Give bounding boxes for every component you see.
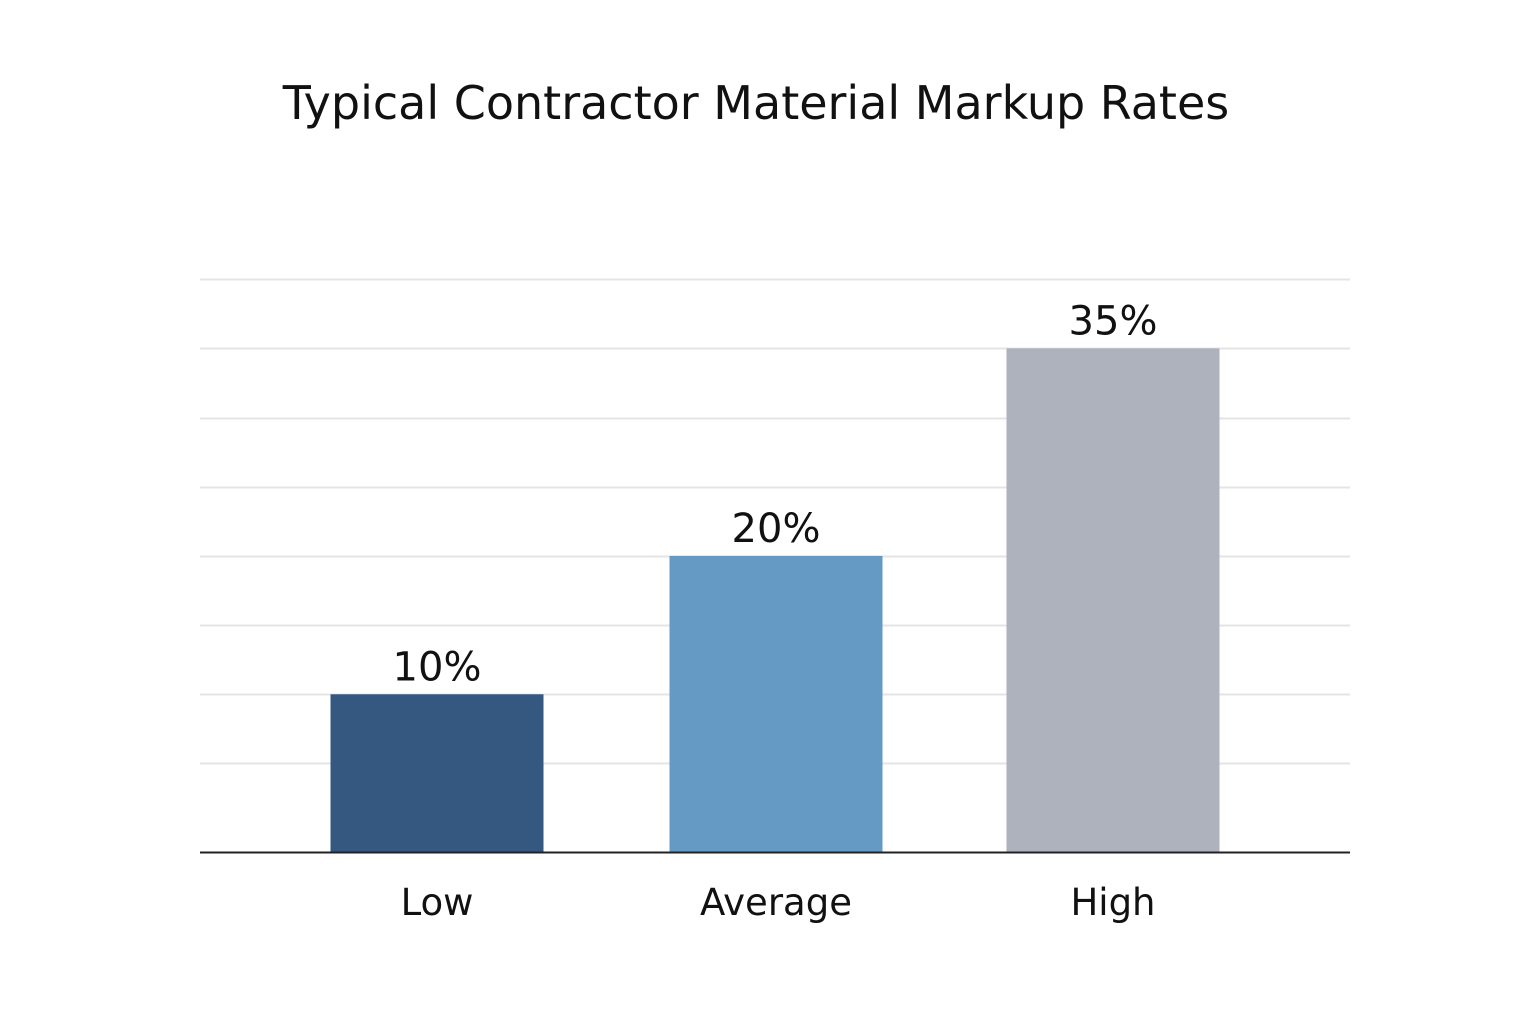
value-label-low: 10% <box>393 644 482 690</box>
value-label-average: 20% <box>732 506 821 552</box>
data-labels: 10% 20% 35% <box>393 298 1158 690</box>
bars <box>330 348 1220 852</box>
chart-title: Typical Contractor Material Markup Rates <box>282 76 1230 130</box>
category-labels: Low Average High <box>401 881 1156 924</box>
bar-low <box>330 694 544 852</box>
category-label-average: Average <box>700 881 852 924</box>
category-label-high: High <box>1070 881 1155 924</box>
bar-average <box>669 555 883 852</box>
value-label-high: 35% <box>1069 298 1158 344</box>
bar-high <box>1006 348 1220 852</box>
category-label-low: Low <box>401 881 474 924</box>
